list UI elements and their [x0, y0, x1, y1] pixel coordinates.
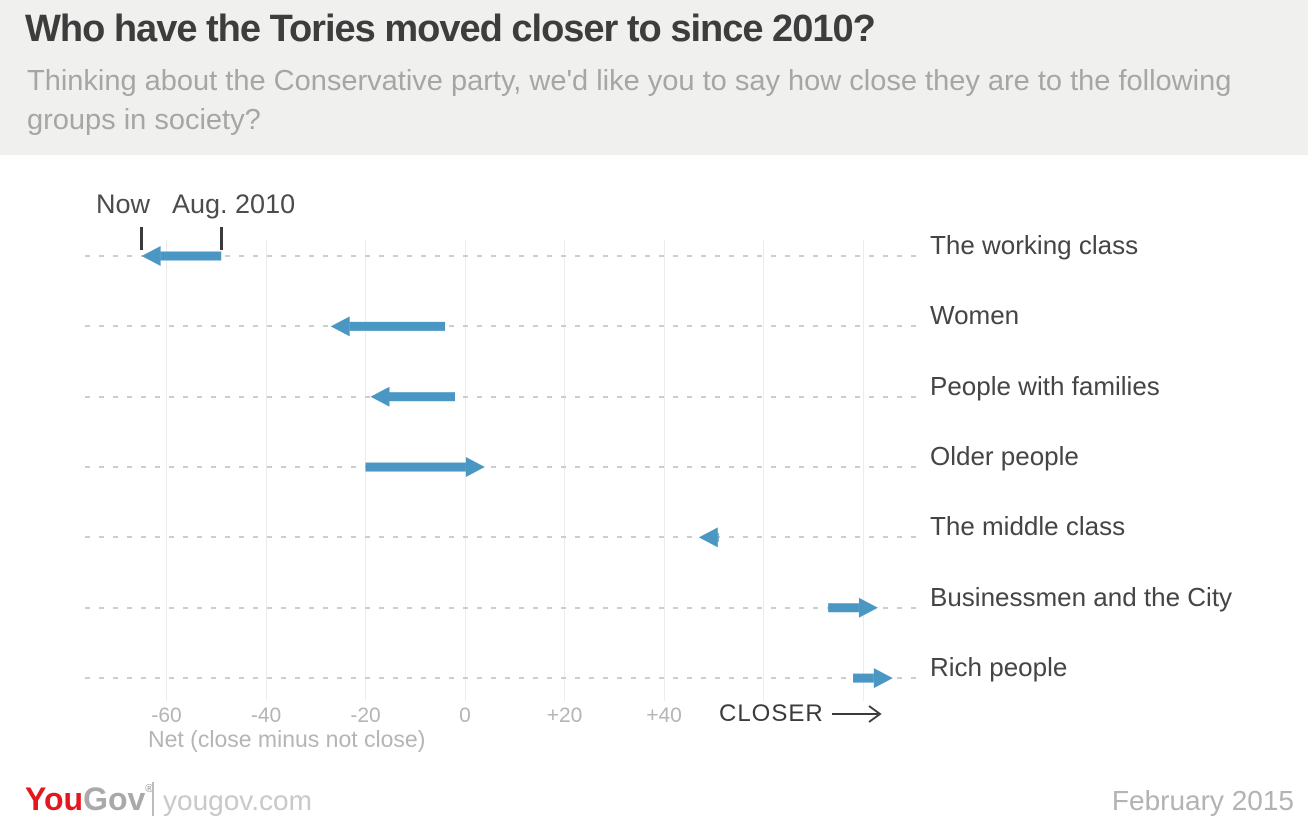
row-guide [85, 255, 917, 257]
logo-gov: Gov [83, 781, 146, 817]
category-label: Businessmen and the City [930, 581, 1233, 612]
row-guide [85, 466, 917, 469]
category-label: Rich people [930, 652, 1068, 683]
legend-aug2010-tick [219, 227, 223, 250]
x-tick-20: +20 [546, 704, 583, 727]
gridline-x-60 [763, 240, 764, 701]
yougov-logo[interactable]: YouGov® [25, 781, 153, 818]
x-tick-0: 0 [459, 704, 471, 727]
row-guide [85, 677, 917, 680]
closer-direction-label: CLOSER [719, 700, 883, 728]
x-tick-40: +40 [646, 704, 682, 727]
logo-you: You [25, 781, 84, 817]
legend-aug2010-label: Aug. 2010 [172, 189, 296, 219]
right-arrow-icon [831, 705, 882, 723]
gridline-x-80 [862, 240, 864, 701]
yougov-url-link[interactable]: yougov.com [163, 785, 312, 816]
category-label: The working class [930, 230, 1139, 260]
legend-now-label: Now [96, 189, 151, 219]
gridline-x--60 [166, 240, 167, 701]
category-label: Older people [930, 441, 1079, 472]
row-guide [85, 325, 917, 328]
logo-divider [152, 782, 154, 816]
axis-caption: Net (close minus not close) [148, 726, 426, 752]
row-guide [85, 606, 917, 609]
footer-date: February 2015 [1111, 785, 1294, 816]
x-tick--40: -40 [250, 704, 282, 727]
row-guide [85, 395, 917, 398]
category-label: The middle class [930, 511, 1126, 542]
chart-subtitle: Thinking about the Conservative party, w… [27, 65, 1232, 136]
header: Who have the Tories moved closer to sinc… [0, 0, 1308, 155]
category-label: People with families [930, 370, 1160, 401]
gridline-x--40 [265, 240, 267, 701]
x-tick--20: -20 [350, 704, 381, 727]
x-tick--60: -60 [151, 704, 182, 727]
gridline-x-0 [464, 240, 466, 701]
chart-title: Who have the Tories moved closer to sinc… [25, 8, 876, 50]
category-label: Women [930, 300, 1020, 331]
registered-mark-icon: ® [145, 783, 154, 795]
legend-now-tick [140, 227, 144, 250]
closer-text: CLOSER [719, 700, 824, 727]
gridline-x--20 [365, 240, 366, 701]
row-guide [85, 536, 917, 539]
gridline-x-20 [564, 240, 565, 701]
gridline-x-40 [663, 240, 665, 701]
